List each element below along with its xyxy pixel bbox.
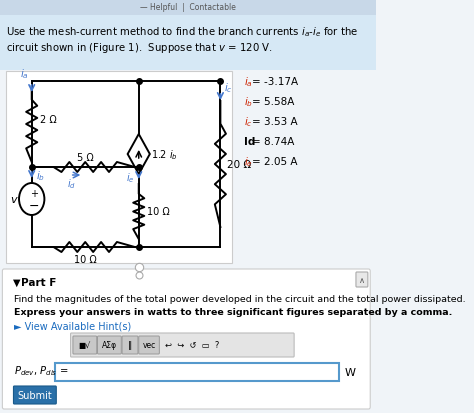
Text: Submit: Submit: [18, 390, 52, 400]
Text: ■√: ■√: [79, 341, 91, 350]
Text: W: W: [345, 367, 356, 377]
Text: 1.2 $i_b$: 1.2 $i_b$: [151, 148, 178, 161]
Text: vec: vec: [142, 341, 155, 350]
Text: = 8.74A: = 8.74A: [252, 137, 294, 147]
Text: 10 Ω: 10 Ω: [146, 207, 169, 217]
Text: $i_a$: $i_a$: [20, 67, 28, 81]
Text: circuit shown in (Figure 1).  Suppose that $v$ = 120 V.: circuit shown in (Figure 1). Suppose tha…: [6, 41, 273, 55]
Text: AΣφ: AΣφ: [102, 341, 117, 350]
Text: +: +: [30, 189, 38, 199]
Text: $i_d$: $i_d$: [67, 177, 76, 190]
Text: 2 Ω: 2 Ω: [40, 115, 56, 125]
Text: = -3.17A: = -3.17A: [252, 77, 298, 87]
Text: $i_c$: $i_c$: [244, 115, 253, 128]
Text: = 2.05 A: = 2.05 A: [252, 157, 298, 166]
Text: ► View Available Hint(s): ► View Available Hint(s): [14, 321, 131, 331]
Text: Part F: Part F: [20, 277, 56, 287]
Text: $i_e$: $i_e$: [244, 155, 253, 169]
Text: ▼: ▼: [13, 277, 20, 287]
Text: $i_c$: $i_c$: [224, 81, 233, 95]
FancyBboxPatch shape: [13, 386, 56, 404]
Text: ‖: ‖: [128, 341, 132, 350]
Text: $i_b$: $i_b$: [244, 95, 253, 109]
Text: $P_{dev}$, $P_{dis}$ =: $P_{dev}$, $P_{dis}$ =: [14, 363, 69, 377]
FancyBboxPatch shape: [356, 272, 368, 287]
FancyBboxPatch shape: [2, 269, 370, 409]
Text: Find the magnitudes of the total power developed in the circuit and the total po: Find the magnitudes of the total power d…: [14, 295, 466, 304]
FancyBboxPatch shape: [122, 336, 138, 354]
Text: 5 Ω: 5 Ω: [77, 153, 93, 163]
Text: ∧: ∧: [358, 276, 365, 285]
Text: Id: Id: [244, 137, 255, 147]
FancyBboxPatch shape: [139, 336, 159, 354]
Text: 20 Ω: 20 Ω: [227, 159, 251, 170]
FancyBboxPatch shape: [55, 363, 339, 381]
FancyBboxPatch shape: [71, 333, 294, 357]
FancyBboxPatch shape: [6, 72, 232, 263]
Text: −: −: [29, 199, 39, 212]
Text: $i_a$: $i_a$: [244, 75, 253, 89]
Text: — Helpful  |  Contactable: — Helpful | Contactable: [140, 3, 236, 12]
FancyBboxPatch shape: [0, 0, 376, 16]
Text: ↩  ↪  ↺  ▭  ?: ↩ ↪ ↺ ▭ ?: [165, 341, 219, 350]
FancyBboxPatch shape: [73, 336, 97, 354]
Text: $v$: $v$: [10, 195, 18, 204]
Text: = 5.58A: = 5.58A: [252, 97, 294, 107]
FancyBboxPatch shape: [0, 16, 376, 71]
Text: = 3.53 A: = 3.53 A: [252, 117, 298, 127]
Text: 10 Ω: 10 Ω: [74, 254, 97, 264]
Text: $i_e$: $i_e$: [126, 171, 135, 185]
Text: $i_b$: $i_b$: [36, 169, 45, 183]
Text: Express your answers in watts to three significant figures separated by a comma.: Express your answers in watts to three s…: [14, 308, 453, 317]
Text: Use the mesh-current method to find the branch currents $i_a$-$i_e$ for the: Use the mesh-current method to find the …: [6, 25, 359, 39]
FancyBboxPatch shape: [98, 336, 121, 354]
